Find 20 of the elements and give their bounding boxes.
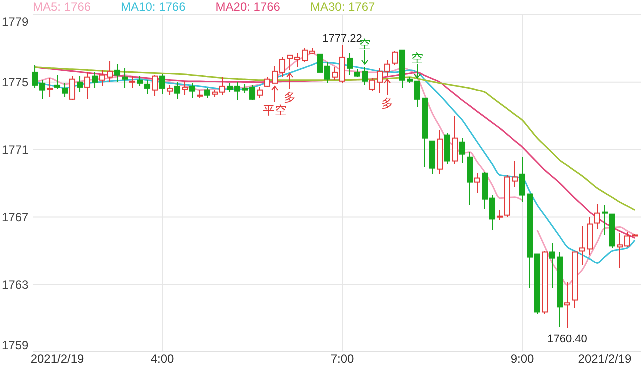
x-tick-label: 4:00 — [150, 352, 175, 366]
y-tick-label: 1759 — [2, 338, 30, 353]
annotation: 1760.40 — [548, 333, 588, 346]
y-tick-label: 1775 — [2, 76, 30, 90]
annotation: 平空 — [263, 103, 288, 118]
annotation: 多 — [284, 90, 296, 104]
y-tick-label: 1771 — [2, 143, 30, 157]
annotation: 多 — [382, 96, 394, 110]
annotation: 空 — [412, 51, 424, 66]
text: MA20: 1766 — [216, 0, 281, 14]
x-tick-label: 2021/2/19 — [578, 352, 632, 366]
text: MA10: 1766 — [121, 0, 186, 14]
y-tick-label: 1779 — [2, 14, 30, 29]
x-tick-label: 9:00 — [510, 352, 535, 366]
text: MA5: 1766 — [33, 0, 92, 14]
x-tick-label: 7:00 — [330, 352, 355, 366]
y-tick-label: 1763 — [2, 278, 30, 292]
x-tick-label: 2021/2/19 — [30, 352, 85, 366]
y-tick-label: 1767 — [2, 210, 30, 224]
text: MA30: 1767 — [310, 0, 376, 14]
